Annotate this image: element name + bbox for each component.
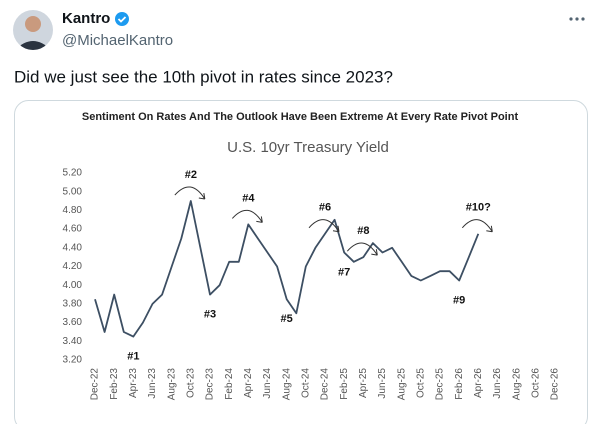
- x-tick-label: Oct-25: [415, 368, 426, 398]
- x-tick-label: Jun-23: [147, 368, 158, 399]
- x-tick-label: Apr-26: [473, 368, 484, 398]
- x-tick-label: Jun-25: [377, 368, 388, 399]
- media-card[interactable]: [14, 100, 588, 424]
- x-tick-label: Oct-26: [530, 368, 541, 398]
- annotation: #2: [185, 169, 197, 181]
- x-tick-label: Dec-26: [550, 368, 561, 401]
- more-menu[interactable]: [569, 17, 585, 21]
- y-tick-label: 4.20: [63, 261, 83, 272]
- y-tick-label: 3.80: [63, 299, 83, 310]
- y-tick-label: 5.00: [63, 186, 83, 197]
- annotation: #5: [281, 313, 293, 325]
- x-tick-label: Oct-23: [185, 368, 196, 398]
- x-tick-label: Dec-22: [90, 368, 101, 401]
- y-tick-label: 5.20: [63, 168, 83, 179]
- annotation-arrow: [308, 219, 340, 233]
- annotation: #9: [453, 294, 465, 306]
- x-tick-label: Jun-24: [262, 368, 273, 399]
- chart-title: Sentiment On Rates And The Outlook Have …: [82, 111, 519, 123]
- annotation-arrow: [231, 209, 263, 223]
- annotation: #4: [242, 192, 255, 204]
- annotation-arrow: [174, 186, 206, 200]
- x-tick-label: Dec-23: [205, 368, 216, 401]
- annotation: #3: [204, 308, 216, 320]
- y-tick-label: 3.60: [63, 317, 83, 328]
- handle[interactable]: @MichaelKantro: [62, 32, 173, 49]
- x-tick-label: Jun-26: [492, 368, 503, 399]
- x-tick-label: Feb-25: [339, 368, 350, 400]
- y-tick-label: 4.80: [63, 205, 83, 216]
- avatar[interactable]: [13, 10, 53, 52]
- x-tick-label: Feb-23: [109, 368, 120, 400]
- y-tick-label: 3.40: [63, 336, 83, 347]
- verified-badge: [115, 12, 129, 26]
- x-tick-label: Apr-23: [128, 368, 139, 398]
- y-tick-label: 4.00: [63, 280, 83, 291]
- x-tick-label: Aug-24: [281, 368, 292, 401]
- tweet-text: Did we just see the 10th pivot in rates …: [14, 67, 393, 86]
- annotation-arrow: [461, 219, 493, 233]
- chart-subtitle: U.S. 10yr Treasury Yield: [227, 139, 389, 156]
- x-tick-label: Aug-23: [166, 368, 177, 401]
- line-series: [94, 200, 480, 338]
- x-tick-label: Aug-25: [396, 368, 407, 401]
- y-tick-label: 3.20: [63, 355, 83, 366]
- annotation: #1: [127, 351, 139, 363]
- annotation: #8: [357, 225, 369, 237]
- x-tick-label: Dec-25: [435, 368, 446, 401]
- x-tick-label: Aug-26: [511, 368, 522, 401]
- x-tick-label: Feb-24: [224, 368, 235, 400]
- x-tick-label: Feb-26: [454, 368, 465, 400]
- x-tick-label: Apr-25: [358, 368, 369, 398]
- annotation: #7: [338, 266, 350, 278]
- y-tick-label: 4.40: [63, 242, 83, 253]
- y-tick-label: 4.60: [63, 224, 83, 235]
- annotation-arrow: [346, 242, 378, 256]
- annotation: #6: [319, 202, 331, 214]
- x-tick-label: Oct-24: [300, 368, 311, 398]
- x-tick-label: Apr-24: [243, 368, 254, 398]
- x-tick-label: Dec-24: [320, 368, 331, 401]
- annotation: #10?: [466, 202, 491, 214]
- display-name[interactable]: Kantro: [62, 10, 110, 27]
